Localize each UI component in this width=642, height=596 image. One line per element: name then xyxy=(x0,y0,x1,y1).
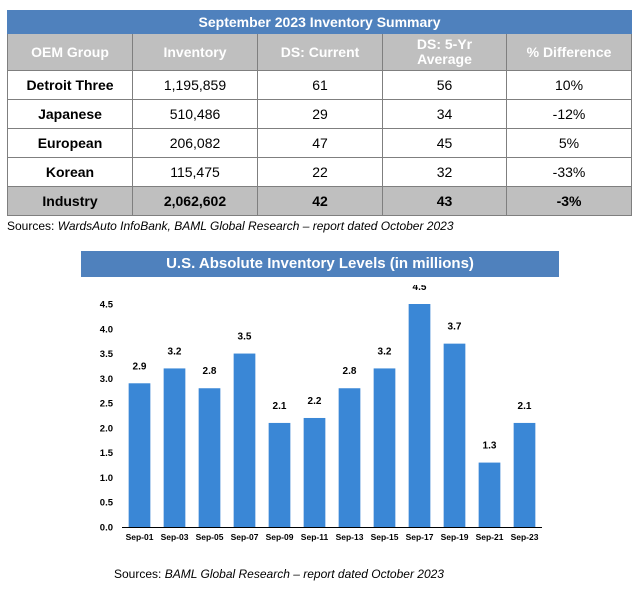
x-axis: Sep-01 Sep-03 Sep-05 Sep-07 Sep-09 Sep-11 Sep-… xyxy=(122,527,542,542)
data-label: 3.5 xyxy=(238,332,252,343)
x-tick-label: Sep-01 xyxy=(126,532,154,542)
column-header: DS: 5-Yr Average xyxy=(382,33,507,71)
data-label: 1.3 xyxy=(483,441,497,452)
y-tick-label: 1.0 xyxy=(100,473,113,484)
inventory-cell: 206,082 xyxy=(132,128,258,158)
ds-average-cell: 56 xyxy=(382,70,507,100)
pct-difference-cell: -33% xyxy=(505,157,633,187)
oem-group-cell: Korean xyxy=(7,157,133,187)
x-tick-label: Sep-15 xyxy=(371,532,399,542)
table-source-note: Sources: WardsAuto InfoBank, BAML Global… xyxy=(7,219,454,233)
x-tick-label: Sep-17 xyxy=(406,532,434,542)
x-tick-label: Sep-19 xyxy=(441,532,469,542)
x-tick-label: Sep-11 xyxy=(301,532,329,542)
column-header: Inventory xyxy=(132,33,258,71)
table-row: Korean 115,475 22 32 -33% xyxy=(7,157,633,187)
table-title: September 2023 Inventory Summary xyxy=(6,10,633,34)
table-row: European 206,082 47 45 5% xyxy=(7,128,633,158)
data-label: 2.1 xyxy=(273,401,287,412)
x-tick-label: Sep-07 xyxy=(231,532,259,542)
oem-group-cell: Detroit Three xyxy=(7,70,133,100)
bar-series: 2.9 3.2 2.8 3.5 2.1 2.2 2.8 3.2 4.5 3.7 1.3 2.1 xyxy=(128,285,536,527)
data-label: 3.2 xyxy=(378,346,392,357)
x-tick-label: Sep-03 xyxy=(161,532,189,542)
source-text: BAML Global Research – report dated Octo… xyxy=(164,567,444,581)
data-label: 3.2 xyxy=(168,346,182,357)
x-tick-label: Sep-21 xyxy=(476,532,504,542)
source-text: WardsAuto InfoBank, BAML Global Research… xyxy=(57,219,454,233)
y-tick-label: 0.0 xyxy=(100,523,113,534)
chart-source-note: Sources: BAML Global Research – report d… xyxy=(114,567,444,581)
pct-difference-cell: -3% xyxy=(505,186,633,216)
bar xyxy=(513,422,536,527)
y-tick-label: 4.0 xyxy=(100,324,113,335)
ds-current-cell: 61 xyxy=(257,70,383,100)
oem-group-cell: Japanese xyxy=(7,99,133,129)
bar xyxy=(373,368,396,527)
inventory-bar-chart: 0.0 0.5 1.0 1.5 2.0 2.5 3.0 3.5 4.0 4.5 2.9 3.2 2.8… xyxy=(100,285,542,542)
ds-average-cell: 34 xyxy=(382,99,507,129)
column-header: DS: Current xyxy=(257,33,383,71)
bar xyxy=(303,417,326,527)
column-header: % Difference xyxy=(505,33,633,71)
table-total-row: Industry 2,062,602 42 43 -3% xyxy=(7,186,633,216)
data-label: 4.5 xyxy=(413,285,427,293)
bar xyxy=(478,462,501,527)
table-row: Detroit Three 1,195,859 61 56 10% xyxy=(7,70,633,100)
ds-current-cell: 29 xyxy=(257,99,383,129)
bar xyxy=(233,353,256,527)
ds-current-cell: 42 xyxy=(257,186,383,216)
inventory-cell: 2,062,602 xyxy=(132,186,258,216)
inventory-cell: 115,475 xyxy=(132,157,258,187)
y-tick-label: 3.0 xyxy=(100,374,113,385)
y-tick-label: 3.5 xyxy=(100,349,114,360)
pct-difference-cell: 10% xyxy=(505,70,633,100)
y-axis: 0.0 0.5 1.0 1.5 2.0 2.5 3.0 3.5 4.0 4.5 xyxy=(100,300,114,534)
bar xyxy=(163,368,186,527)
x-tick-label: Sep-09 xyxy=(266,532,294,542)
bar xyxy=(408,304,431,527)
inventory-cell: 510,486 xyxy=(132,99,258,129)
oem-group-cell: European xyxy=(7,128,133,158)
y-tick-label: 4.5 xyxy=(100,300,114,311)
data-label: 2.8 xyxy=(343,366,357,377)
oem-group-cell: Industry xyxy=(7,186,133,216)
data-label: 2.8 xyxy=(203,366,217,377)
pct-difference-cell: -12% xyxy=(505,99,633,129)
y-tick-label: 2.5 xyxy=(100,399,114,410)
source-prefix: Sources: xyxy=(114,567,165,581)
x-tick-label: Sep-13 xyxy=(336,532,364,542)
ds-average-cell: 45 xyxy=(382,128,507,158)
pct-difference-cell: 5% xyxy=(505,128,633,158)
x-tick-label: Sep-05 xyxy=(196,532,224,542)
ds-current-cell: 22 xyxy=(257,157,383,187)
inventory-summary-table: September 2023 Inventory Summary OEM Gro… xyxy=(6,10,633,216)
data-label: 2.2 xyxy=(308,396,322,407)
data-label: 2.9 xyxy=(133,361,147,372)
column-header: OEM Group xyxy=(7,33,133,71)
bar xyxy=(338,388,361,527)
bar xyxy=(268,422,291,527)
source-prefix: Sources: xyxy=(7,219,58,233)
table-row: Japanese 510,486 29 34 -12% xyxy=(7,99,633,129)
table-header-row: OEM Group Inventory DS: Current DS: 5-Yr… xyxy=(7,33,633,71)
bar xyxy=(443,343,466,527)
bar xyxy=(198,388,221,527)
inventory-cell: 1,195,859 xyxy=(132,70,258,100)
bar xyxy=(128,383,151,527)
y-tick-label: 0.5 xyxy=(100,498,114,509)
y-tick-label: 1.5 xyxy=(100,448,114,459)
y-tick-label: 2.0 xyxy=(100,423,113,434)
ds-average-cell: 43 xyxy=(382,186,507,216)
ds-average-cell: 32 xyxy=(382,157,507,187)
data-label: 2.1 xyxy=(518,401,532,412)
data-label: 3.7 xyxy=(448,322,462,333)
x-tick-label: Sep-23 xyxy=(511,532,539,542)
chart-title: U.S. Absolute Inventory Levels (in milli… xyxy=(81,251,559,277)
ds-current-cell: 47 xyxy=(257,128,383,158)
